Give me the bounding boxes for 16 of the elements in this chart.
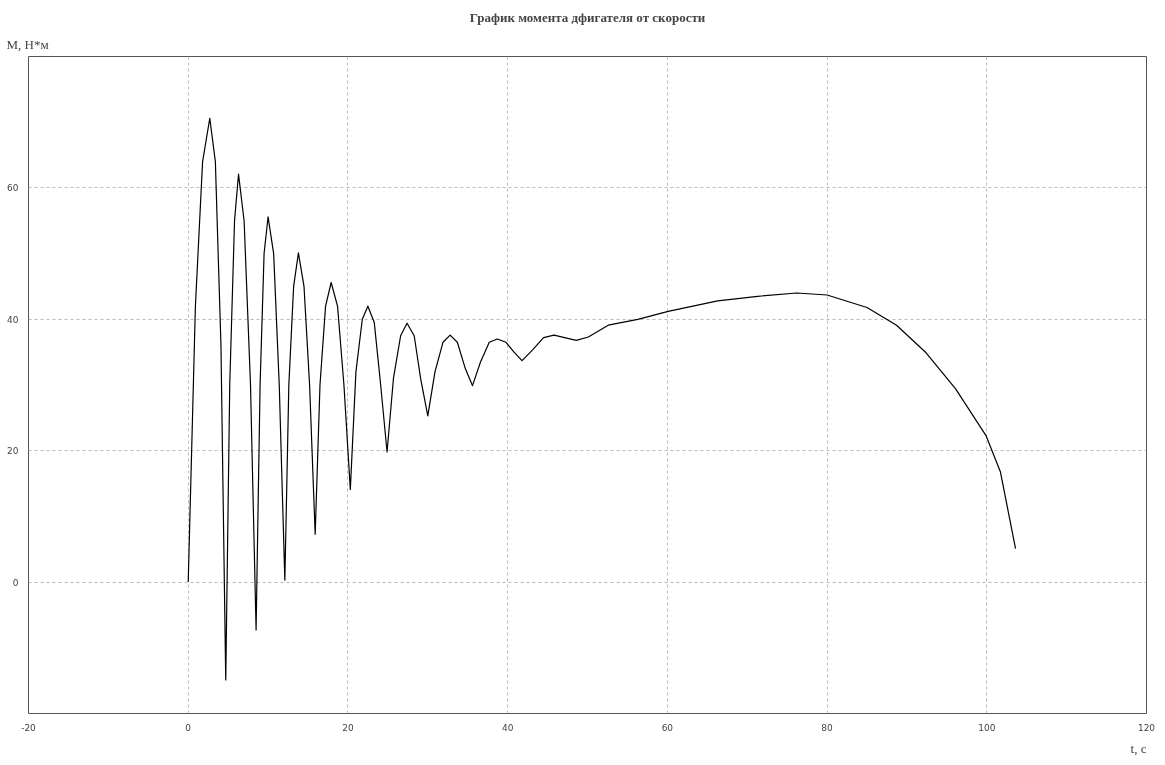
x-tick-label: 20 bbox=[342, 722, 354, 733]
x-tick-label: 0 bbox=[185, 722, 192, 733]
y-axis-title: M, H*м bbox=[6, 36, 49, 52]
x-tick-label: 80 bbox=[821, 722, 834, 733]
y-tick-label: 20 bbox=[7, 446, 19, 457]
x-tick-label: 40 bbox=[501, 722, 514, 733]
y-tick-label: 40 bbox=[7, 314, 19, 325]
x-tick-label: 100 bbox=[978, 722, 996, 733]
x-axis-title: t, c bbox=[1130, 740, 1147, 756]
y-tick-label: 60 bbox=[7, 183, 19, 194]
x-tick-label: 120 bbox=[1137, 722, 1156, 733]
x-tick-label: 60 bbox=[661, 722, 674, 733]
x-tick-label: -20 bbox=[21, 722, 37, 733]
y-tick-label: 0 bbox=[12, 577, 19, 588]
line-series bbox=[187, 117, 1017, 681]
chart-title: График момента дфигателя от скорости bbox=[469, 9, 706, 25]
